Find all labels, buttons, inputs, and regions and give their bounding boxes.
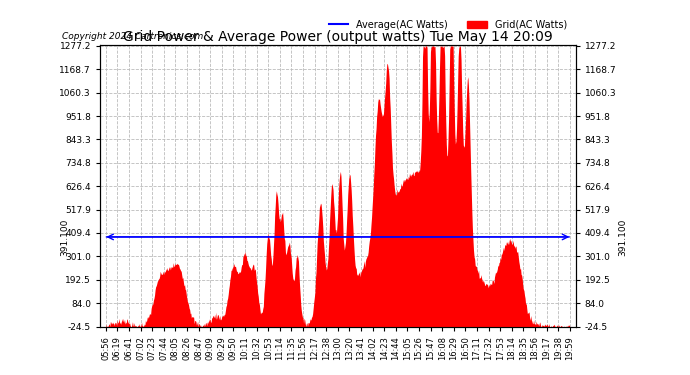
Text: 391.100: 391.100 <box>61 218 70 256</box>
Legend: Average(AC Watts), Grid(AC Watts): Average(AC Watts), Grid(AC Watts) <box>325 16 571 34</box>
Text: Copyright 2024 Cartronics.com: Copyright 2024 Cartronics.com <box>62 32 204 41</box>
Text: 391.100: 391.100 <box>619 218 628 256</box>
Title: Grid Power & Average Power (output watts) Tue May 14 20:09: Grid Power & Average Power (output watts… <box>123 30 553 44</box>
